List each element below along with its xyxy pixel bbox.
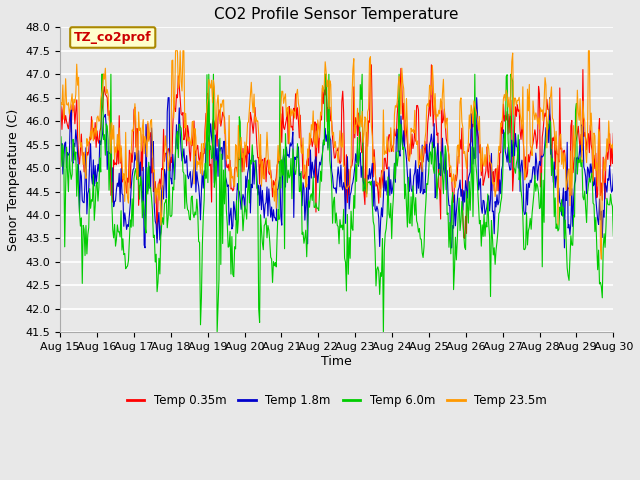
Title: CO2 Profile Sensor Temperature: CO2 Profile Sensor Temperature: [214, 7, 459, 22]
X-axis label: Time: Time: [321, 355, 352, 368]
Legend: Temp 0.35m, Temp 1.8m, Temp 6.0m, Temp 23.5m: Temp 0.35m, Temp 1.8m, Temp 6.0m, Temp 2…: [122, 389, 552, 412]
Y-axis label: Senor Temperature (C): Senor Temperature (C): [7, 108, 20, 251]
Text: TZ_co2prof: TZ_co2prof: [74, 31, 152, 44]
